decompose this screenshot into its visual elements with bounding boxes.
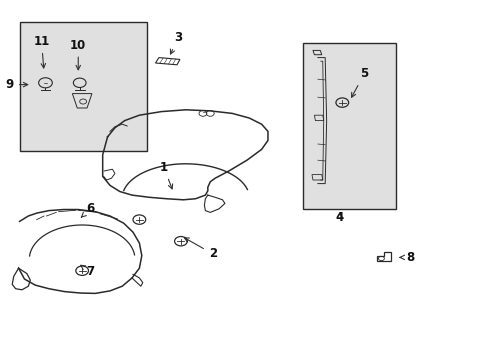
- Text: 7: 7: [81, 265, 94, 278]
- Bar: [303, 43, 395, 209]
- Text: 2: 2: [184, 238, 216, 260]
- Text: 5: 5: [351, 67, 367, 97]
- Text: 11: 11: [33, 35, 50, 68]
- Text: 10: 10: [70, 39, 86, 70]
- Text: 1: 1: [160, 161, 172, 189]
- Text: 9: 9: [6, 78, 28, 91]
- Text: 3: 3: [170, 31, 182, 54]
- Text: 6: 6: [81, 202, 94, 217]
- Text: 4: 4: [335, 211, 343, 224]
- Text: 8: 8: [399, 251, 414, 264]
- Bar: [20, 22, 146, 151]
